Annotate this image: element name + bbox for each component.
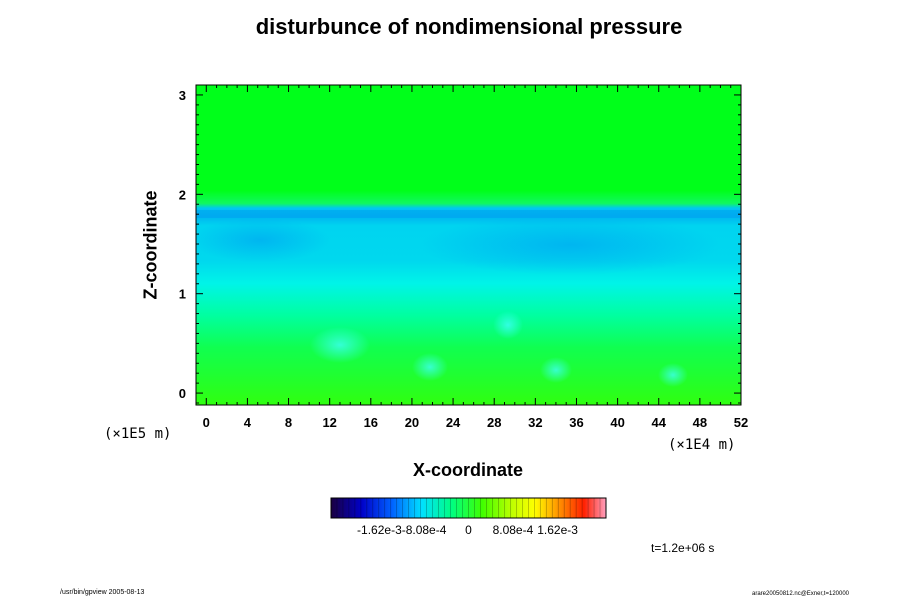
plot-frame: [195, 84, 742, 406]
field-feature: [412, 353, 448, 381]
y-tick-label: 3: [179, 88, 186, 103]
colorbar: [330, 497, 607, 519]
chart-title: disturbunce of nondimensional pressure: [255, 14, 683, 39]
x-scale-label: (×1E4 m): [668, 437, 736, 453]
x-axis-label: X-coordinate: [412, 460, 524, 480]
y-tick-label: 2: [179, 187, 186, 202]
x-axis: 0 4 8 12 16 20 24 28 32 36 40 44 48 52: [195, 85, 748, 430]
x-tick-label: 48: [693, 415, 707, 430]
colorbar-tick-label: -8.08e-4: [402, 523, 447, 537]
y-tick-label: 1: [179, 287, 186, 302]
x-tick-label: 0: [203, 415, 210, 430]
field-feature: [540, 357, 572, 383]
x-tick-label: 52: [734, 415, 748, 430]
footer-source: arare20050812.nc@Exner,t=120000: [752, 591, 849, 597]
colorbar-tick-label: 0: [465, 523, 472, 537]
x-tick-label: 28: [487, 415, 501, 430]
x-tick-label: 44: [652, 415, 667, 430]
colorbar-tick-label: 8.08e-4: [493, 523, 534, 537]
colorbar-labels: -1.62e-3 -8.08e-4 0 8.08e-4 1.62e-3: [357, 523, 578, 537]
y-axis: 0 1 2 3: [179, 84, 741, 404]
x-tick-label: 12: [322, 415, 336, 430]
time-annotation: t=1.2e+06 s: [651, 541, 715, 555]
x-tick-label: 40: [610, 415, 624, 430]
y-axis-label: Z-coordinate: [140, 190, 161, 300]
colorbar-levels: [336, 498, 601, 518]
field-feature: [196, 218, 330, 262]
colorbar-tick-label: -1.62e-3: [357, 523, 402, 537]
x-tick-label: 4: [244, 415, 252, 430]
field-feature: [310, 327, 370, 363]
field-feature: [196, 210, 741, 218]
field-feature: [658, 363, 688, 387]
x-tick-label: 8: [285, 415, 292, 430]
x-tick-label: 24: [446, 415, 461, 430]
colorbar-tick-label: 1.62e-3: [537, 523, 578, 537]
x-tick-label: 36: [569, 415, 583, 430]
x-tick-label: 20: [405, 415, 419, 430]
x-tick-label: 16: [364, 415, 378, 430]
y-scale-label: (×1E5 m): [104, 426, 172, 442]
footer-command: /usr/bin/gpview 2005-08-13: [60, 589, 145, 596]
x-tick-label: 32: [528, 415, 542, 430]
y-tick-label: 0: [179, 386, 186, 401]
field-feature: [420, 215, 720, 275]
field-feature: [493, 311, 523, 339]
field-layer: [196, 85, 741, 405]
